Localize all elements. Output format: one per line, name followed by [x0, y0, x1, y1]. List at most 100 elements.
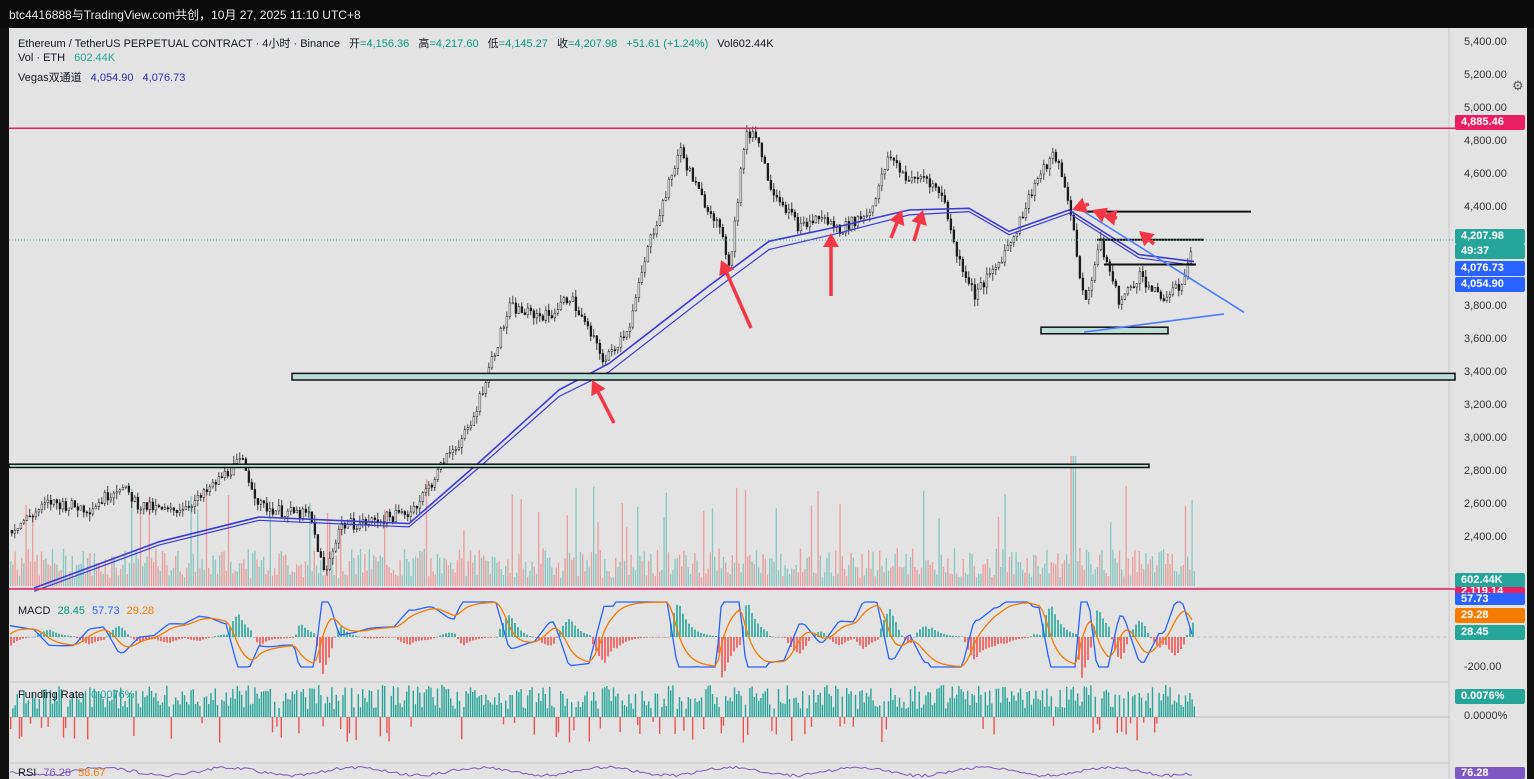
candle — [943, 195, 947, 203]
volume-bar — [62, 548, 65, 586]
volume-bar — [348, 561, 351, 586]
volume-bar — [835, 550, 837, 586]
funding-bar — [973, 695, 975, 717]
funding-bar — [1070, 689, 1072, 717]
volume-bar — [82, 551, 84, 586]
rsi-legend[interactable]: RSI 76.28 58.67 — [18, 767, 106, 779]
candle — [118, 489, 122, 493]
candle — [475, 411, 479, 417]
candle — [298, 509, 302, 519]
funding-bar — [586, 691, 588, 717]
volume-bar — [1143, 569, 1145, 586]
volume-bar — [139, 513, 142, 586]
volume-bar — [542, 548, 544, 586]
macd-hist-bar — [58, 633, 60, 637]
volume-bar — [758, 567, 760, 586]
macd-hist-bar — [679, 605, 681, 637]
macd-hist-bar — [385, 637, 387, 638]
macd-hist-bar — [67, 635, 69, 637]
funding-bar — [619, 717, 621, 733]
funding-bar — [661, 707, 663, 717]
volume-bar — [740, 572, 742, 586]
funding-bar — [370, 691, 373, 717]
candle — [1087, 290, 1091, 300]
funding-bar — [406, 691, 408, 717]
macd-hist-bar — [1003, 637, 1005, 644]
candle — [340, 522, 344, 530]
funding-bar — [1015, 700, 1017, 717]
funding-bar — [1017, 692, 1019, 717]
zone-line — [9, 463, 1150, 469]
funding-bar — [962, 691, 964, 717]
candle — [346, 524, 350, 529]
candle — [829, 220, 833, 225]
funding-bar — [535, 702, 538, 717]
chart-area[interactable]: Ethereum / TetherUS PERPETUAL CONTRACT ·… — [9, 28, 1527, 779]
funding-bar — [509, 695, 511, 717]
macd-hist-bar — [673, 612, 675, 637]
candle — [478, 393, 482, 412]
volume-bar — [733, 562, 736, 586]
funding-bar — [1079, 705, 1081, 717]
volume-bar — [791, 568, 793, 586]
funding-bar — [399, 703, 401, 717]
candle — [1147, 285, 1151, 288]
symbol-title[interactable]: Ethereum / TetherUS PERPETUAL CONTRACT ·… — [18, 38, 340, 50]
volume-bar — [914, 567, 916, 586]
funding-legend[interactable]: Funding Rate 0.0076% — [18, 689, 135, 701]
candle — [952, 229, 956, 243]
volume-bar — [716, 570, 718, 586]
vegas-legend[interactable]: Vegas双通道 4,054.90 4,076.73 — [18, 69, 185, 85]
candle — [598, 342, 602, 354]
candle — [13, 530, 17, 534]
volume-bar — [925, 560, 927, 586]
candle — [178, 509, 182, 513]
funding-bar — [672, 685, 674, 717]
volume-bar — [25, 505, 27, 586]
funding-bar — [168, 706, 170, 717]
candle — [700, 188, 704, 196]
volume-bar — [172, 568, 175, 586]
candle — [1081, 277, 1085, 291]
funding-bar — [289, 699, 291, 717]
candle — [718, 219, 722, 228]
candle — [973, 284, 977, 300]
volume-bar — [175, 555, 177, 586]
funding-bar — [967, 690, 969, 717]
funding-bar — [447, 688, 450, 717]
funding-bar — [326, 696, 329, 717]
funding-bar — [80, 702, 82, 717]
macd-hist-bar — [640, 637, 642, 639]
candle — [310, 511, 314, 523]
funding-bar — [1096, 717, 1099, 725]
volume-bar — [568, 553, 571, 586]
volume-bar — [29, 561, 32, 586]
funding-bar — [150, 691, 153, 717]
funding-bar — [716, 697, 718, 717]
funding-bar — [487, 700, 489, 717]
macd-legend[interactable]: MACD 28.45 57.73 29.28 — [18, 605, 154, 617]
funding-bar — [837, 688, 839, 717]
high-label: 高 — [418, 38, 430, 50]
funding-bar — [659, 717, 661, 734]
candle — [1048, 158, 1052, 170]
volume-legend[interactable]: Vol · ETH 602.44K — [18, 52, 115, 64]
candle — [1021, 216, 1025, 219]
volume-bar — [804, 569, 806, 586]
settings-gear-icon[interactable]: ⚙ — [1512, 78, 1524, 93]
candle — [592, 335, 596, 338]
macd-hist-bar — [802, 637, 804, 650]
volume-bar — [793, 569, 795, 586]
candle — [781, 201, 785, 206]
candle — [1177, 284, 1181, 291]
annotation-arrow-head — [823, 233, 839, 247]
macd-hist-bar — [1009, 637, 1011, 642]
funding-bar — [896, 706, 898, 717]
chart-canvas[interactable] — [9, 28, 1527, 779]
candle — [664, 197, 668, 201]
funding-bar — [511, 694, 513, 717]
macd-hist-bar — [667, 637, 669, 638]
annotation-arrow — [725, 272, 753, 329]
volume-bar — [769, 558, 771, 586]
candle — [223, 471, 227, 479]
